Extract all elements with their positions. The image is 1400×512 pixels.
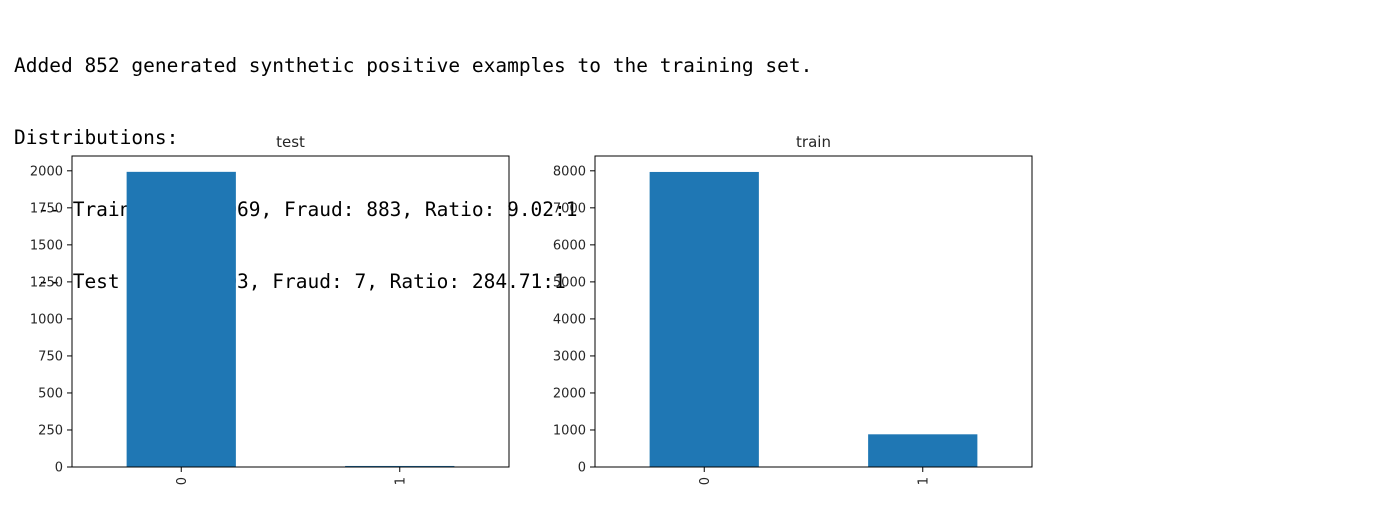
y-tick-label: 750 <box>38 349 63 364</box>
x-tick-label: 0 <box>698 477 713 485</box>
y-tick-label: 5000 <box>553 275 586 290</box>
y-tick-label: 0 <box>55 461 63 476</box>
chart-title: test <box>276 133 305 151</box>
y-tick-label: 1250 <box>30 275 63 290</box>
y-tick-label: 0 <box>578 461 586 476</box>
y-tick-label: 4000 <box>553 312 586 327</box>
y-tick-label: 7000 <box>553 201 586 216</box>
x-tick-label: 1 <box>393 477 408 485</box>
bar-1 <box>868 434 977 467</box>
y-tick-label: 6000 <box>553 238 586 253</box>
y-tick-label: 3000 <box>553 349 586 364</box>
chart-title: train <box>796 133 831 151</box>
y-tick-label: 500 <box>38 386 63 401</box>
y-tick-label: 2000 <box>30 164 63 179</box>
y-tick-label: 250 <box>38 423 63 438</box>
y-tick-label: 2000 <box>553 386 586 401</box>
y-tick-label: 8000 <box>553 164 586 179</box>
y-tick-label: 1500 <box>30 238 63 253</box>
y-tick-label: 1750 <box>30 201 63 216</box>
x-tick-label: 0 <box>175 477 190 485</box>
bar-0 <box>650 172 759 467</box>
y-tick-label: 1000 <box>30 312 63 327</box>
y-tick-label: 1000 <box>553 423 586 438</box>
bar-0 <box>127 172 236 467</box>
x-tick-label: 1 <box>916 477 931 485</box>
